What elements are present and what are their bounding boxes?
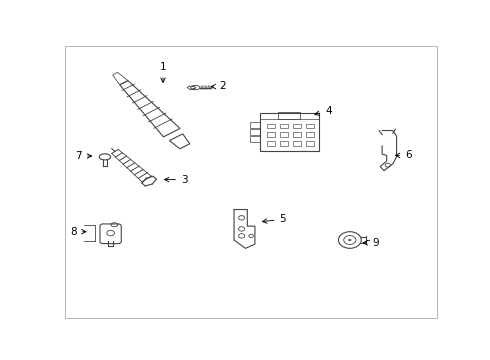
Bar xyxy=(306,141,314,146)
Text: 1: 1 xyxy=(160,62,166,82)
Text: 4: 4 xyxy=(315,106,332,116)
Circle shape xyxy=(349,239,351,241)
Bar xyxy=(267,123,275,128)
Bar xyxy=(293,123,301,128)
Bar xyxy=(260,113,318,150)
Text: 2: 2 xyxy=(211,81,225,91)
Bar xyxy=(293,141,301,146)
Bar xyxy=(267,141,275,146)
Text: 3: 3 xyxy=(165,175,188,185)
Text: 6: 6 xyxy=(395,150,412,161)
Bar xyxy=(306,123,314,128)
Bar xyxy=(293,132,301,137)
Bar xyxy=(279,132,288,137)
Bar xyxy=(279,123,288,128)
Bar xyxy=(306,132,314,137)
Bar xyxy=(278,112,300,119)
Text: 7: 7 xyxy=(75,151,92,161)
Bar xyxy=(267,132,275,137)
Bar xyxy=(279,141,288,146)
Text: 8: 8 xyxy=(71,227,86,237)
Text: 9: 9 xyxy=(363,238,378,248)
Text: 5: 5 xyxy=(263,214,286,224)
